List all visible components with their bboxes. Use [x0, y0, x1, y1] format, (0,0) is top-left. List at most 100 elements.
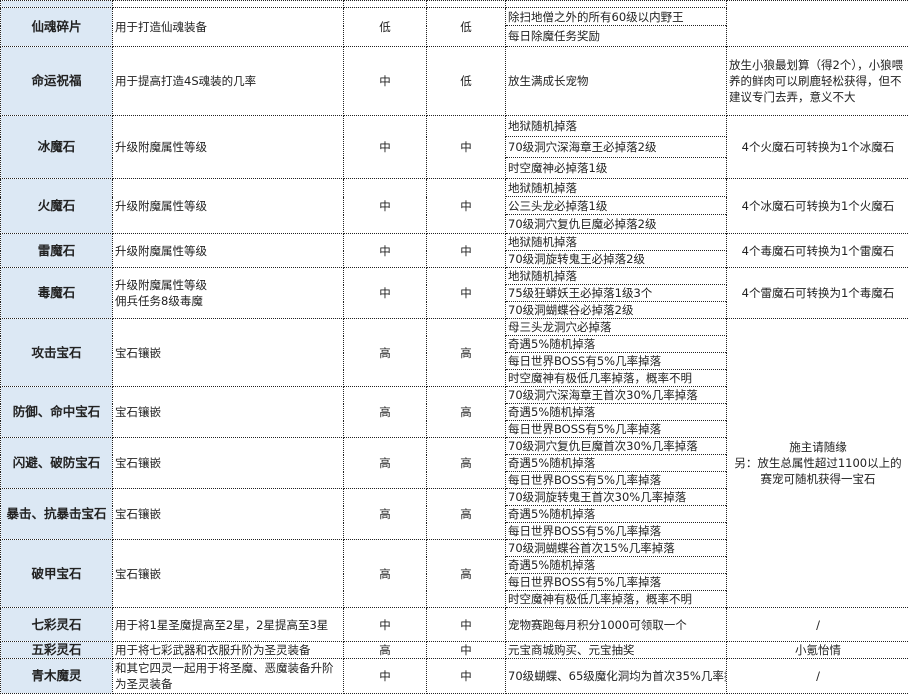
- item-name: 命运祝福: [1, 47, 113, 116]
- source-cell: 时空魔神有极低几率掉落，概率不明: [506, 591, 727, 608]
- source-cell: 奇遇5%随机掉落: [506, 557, 727, 574]
- item-name: 火魔石: [1, 179, 113, 234]
- source-cell: 70级洞蝴蝶谷首次15%几率掉落: [506, 540, 727, 557]
- item-name: 青木魔灵: [1, 659, 113, 694]
- source-cell: 奇遇5%随机掉落: [506, 455, 727, 472]
- table-row: 命运祝福用于提高打造4S魂装的几率中低放生满成长宠物放生小狼最划算（得2个），小…: [1, 47, 909, 116]
- item-use: 和其它四灵一起用于将圣魔、恶魔装备升阶为圣灵装备: [113, 659, 344, 694]
- item-use: 用于打造仙魂装备: [113, 8, 344, 47]
- difficulty-level: 高: [427, 387, 506, 438]
- note-cell: 4个雷魔石可转换为1个毒魔石: [727, 268, 909, 319]
- source-cell: 70级洞穴深海章王必掉落2级: [506, 137, 727, 158]
- difficulty-level: 低: [427, 47, 506, 116]
- source-cell: 70级洞蝴蝶谷必掉落2级: [506, 302, 727, 319]
- item-use: 宝石镶嵌: [113, 319, 344, 387]
- difficulty-level: 中: [427, 608, 506, 642]
- difficulty-level: 中: [427, 642, 506, 659]
- source-cell: 每日世界BOSS有5%几率掉落: [506, 353, 727, 370]
- source-cell: 元宝商城购买、元宝抽奖: [506, 642, 727, 659]
- cost-level: 高: [344, 319, 427, 387]
- source-cell: 70级洞穴复仇巨魔首次30%几率掉落: [506, 438, 727, 455]
- source-cell: 70级洞穴深海章王首次30%几率掉落: [506, 387, 727, 404]
- item-name: 攻击宝石: [1, 319, 113, 387]
- item-name: 暴击、抗暴击宝石: [1, 489, 113, 540]
- source-cell: 每日世界BOSS有5%几率掉落: [506, 421, 727, 438]
- note-cell: 施主请随缘 另：放生总属性超过1100以上的赛宠可随机获得一宝石: [727, 319, 909, 608]
- item-name: 破甲宝石: [1, 540, 113, 608]
- table-row: [1, 1, 909, 8]
- note-cell: 4个毒魔石可转换为1个雷魔石: [727, 234, 909, 268]
- source-cell: 时空魔神有极低几率掉落，概率不明: [506, 370, 727, 387]
- item-name: 闪避、破防宝石: [1, 438, 113, 489]
- source-cell: 70级蝴蝶、65级魔化洞均为首次35%几率掉落: [506, 659, 727, 694]
- source-cell: 70级洞旋转鬼王首次30%几率掉落: [506, 489, 727, 506]
- source-cell: 宠物赛跑每月积分1000可领取一个: [506, 608, 727, 642]
- source-cell: 地狱随机掉落: [506, 268, 727, 285]
- item-name: 仙魂碎片: [1, 8, 113, 47]
- cost-level: 中: [344, 659, 427, 694]
- difficulty-level: 低: [427, 8, 506, 47]
- source-cell: 每日世界BOSS有5%几率掉落: [506, 574, 727, 591]
- source-cell: 每日世界BOSS有5%几率掉落: [506, 523, 727, 540]
- note-cell: 4个火魔石可转换为1个冰魔石: [727, 116, 909, 179]
- source-cell: 70级洞旋转鬼王必掉落2级: [506, 251, 727, 268]
- item-name: 毒魔石: [1, 268, 113, 319]
- table-row: 七彩灵石用于将1星圣魔提高至2星，2星提高至3星中中宠物赛跑每月积分1000可领…: [1, 608, 909, 642]
- source-cell: 地狱随机掉落: [506, 234, 727, 251]
- cost-level: 高: [344, 489, 427, 540]
- cost-level: 中: [344, 47, 427, 116]
- cost-level: 中: [344, 268, 427, 319]
- source-cell: 公三头龙必掉落1级: [506, 197, 727, 215]
- item-use: 升级附魔属性等级: [113, 234, 344, 268]
- note-cell: 小氪怡情: [727, 642, 909, 659]
- cost-level: 高: [344, 438, 427, 489]
- item-use: 宝石镶嵌: [113, 540, 344, 608]
- cost-level: 高: [344, 642, 427, 659]
- item-use: 用于将七彩武器和衣服升阶为圣灵装备: [113, 642, 344, 659]
- source-cell: 奇遇5%随机掉落: [506, 506, 727, 523]
- difficulty-level: 中: [427, 179, 506, 234]
- source-cell: 地狱随机掉落: [506, 116, 727, 137]
- cost-level: 高: [344, 387, 427, 438]
- cost-level: 低: [344, 8, 427, 47]
- item-name: 七彩灵石: [1, 608, 113, 642]
- item-use: 升级附魔属性等级: [113, 179, 344, 234]
- source-cell: 地狱随机掉落: [506, 179, 727, 197]
- note-cell: 4个冰魔石可转换为1个火魔石: [727, 179, 909, 234]
- cost-level: 高: [344, 540, 427, 608]
- item-use: 升级附魔属性等级: [113, 116, 344, 179]
- source-cell: 奇遇5%随机掉落: [506, 336, 727, 353]
- difficulty-level: 高: [427, 319, 506, 387]
- source-cell: 放生满成长宠物: [506, 47, 727, 116]
- cost-level: 中: [344, 116, 427, 179]
- source-cell: 75级狂蟒妖王必掉落1级3个: [506, 285, 727, 302]
- item-name: 雷魔石: [1, 234, 113, 268]
- cost-level: 中: [344, 608, 427, 642]
- difficulty-level: 高: [427, 489, 506, 540]
- difficulty-level: 中: [427, 234, 506, 268]
- source-cell: [506, 1, 727, 8]
- source-cell: 每日世界BOSS有5%几率掉落: [506, 472, 727, 489]
- item-name: 五彩灵石: [1, 642, 113, 659]
- note-cell: /: [727, 608, 909, 642]
- difficulty-level: 高: [427, 540, 506, 608]
- item-use: 升级附魔属性等级 佣兵任务8级毒魔: [113, 268, 344, 319]
- item-use: 宝石镶嵌: [113, 387, 344, 438]
- source-cell: 时空魔神必掉落1级: [506, 158, 727, 179]
- cost-level: 中: [344, 234, 427, 268]
- source-cell: 奇遇5%随机掉落: [506, 404, 727, 421]
- difficulty-level: 中: [427, 116, 506, 179]
- item-use: [113, 1, 344, 8]
- source-cell: 70级洞穴复仇巨魔必掉落2级: [506, 215, 727, 234]
- source-cell: 母三头龙洞穴必掉落: [506, 319, 727, 336]
- table-row: 五彩灵石用于将七彩武器和衣服升阶为圣灵装备高中元宝商城购买、元宝抽奖小氪怡情: [1, 642, 909, 659]
- note-cell: /: [727, 659, 909, 694]
- item-name: [1, 1, 113, 8]
- difficulty-level: [427, 1, 506, 8]
- table-row: 攻击宝石宝石镶嵌高高母三头龙洞穴必掉落施主请随缘 另：放生总属性超过1100以上…: [1, 319, 909, 336]
